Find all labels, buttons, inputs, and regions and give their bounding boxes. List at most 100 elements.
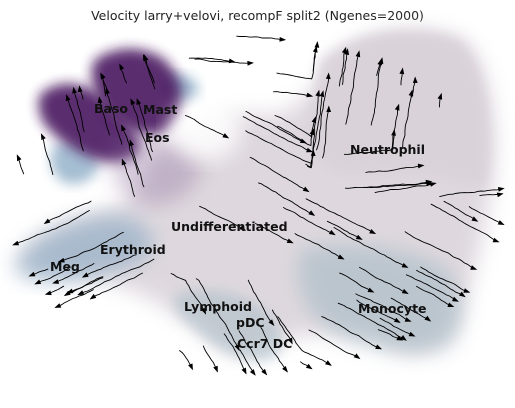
streamline — [277, 125, 314, 147]
streamline — [170, 273, 206, 314]
streamline-arrowhead — [72, 86, 77, 94]
streamline — [64, 277, 104, 296]
streamline — [379, 317, 415, 337]
streamline-arrowhead — [306, 92, 314, 98]
streamline-arrowhead — [497, 220, 505, 225]
streamline-arrowhead — [315, 89, 321, 97]
streamline-arrowhead — [121, 158, 127, 166]
streamline — [333, 227, 408, 268]
plot-title: Velocity larry+velovi, recompF split2 (N… — [91, 8, 424, 23]
streamline — [78, 258, 155, 295]
streamline-arrowhead — [63, 290, 71, 297]
streamline-arrowhead — [369, 229, 377, 234]
streamline — [390, 297, 431, 322]
streamline — [338, 47, 347, 87]
streamline-arrowhead — [54, 303, 62, 308]
streamline-arrowhead — [497, 187, 505, 192]
cluster-label-mast: Mast — [143, 102, 177, 117]
streamline — [258, 182, 315, 216]
streamline — [402, 90, 413, 149]
streamline — [359, 266, 408, 294]
streamline — [468, 206, 504, 225]
streamline-arrowhead — [77, 290, 85, 296]
streamline — [443, 200, 478, 222]
streamline-arrowhead — [143, 54, 149, 62]
streamline — [374, 182, 436, 194]
streamline-arrowhead — [213, 365, 218, 373]
cluster-label-lymphoid: Lymphoid — [184, 299, 252, 314]
streamline — [308, 329, 360, 359]
streamline — [223, 333, 247, 374]
streamline — [194, 58, 253, 64]
streamline-arrowhead — [319, 90, 325, 98]
streamline-arrowhead — [367, 287, 375, 293]
streamline — [273, 91, 313, 97]
streamline-arrowhead — [311, 116, 317, 124]
streamline — [98, 97, 110, 136]
streamline-arrowhead — [496, 192, 504, 198]
cell-cloud-monocyte — [298, 245, 463, 353]
streamline — [430, 203, 499, 243]
streamline-arrowhead — [399, 67, 405, 75]
streamline-arrowhead — [355, 234, 363, 240]
streamline — [106, 88, 123, 145]
streamline — [274, 115, 316, 138]
streamline — [416, 285, 454, 307]
streamline-arrowhead — [312, 45, 318, 53]
streamline — [184, 115, 229, 139]
streamline — [121, 125, 139, 175]
streamline-arrowhead — [326, 105, 332, 112]
streamline-arrowhead — [302, 186, 310, 193]
streamline-arrowhead — [305, 363, 313, 370]
streamline-arrowhead — [268, 319, 275, 326]
streamline — [420, 266, 470, 293]
streamline — [321, 316, 382, 350]
streamline — [339, 272, 374, 293]
cluster-labels: Baso Mast Eos Neutrophil Undifferentiate… — [50, 101, 427, 351]
streamline — [199, 205, 246, 231]
streamline-arrowhead — [222, 133, 230, 139]
streamline — [370, 58, 383, 126]
streamline-arrowhead — [286, 238, 294, 244]
streamline-arrowhead — [404, 317, 412, 322]
streamline — [283, 207, 335, 235]
streamline-arrowhead — [287, 337, 293, 345]
streamline — [316, 73, 330, 151]
streamline-arrowhead — [401, 288, 409, 294]
streamline — [35, 266, 71, 285]
streamline-arrowhead — [105, 87, 110, 95]
streamline-arrowhead — [458, 291, 466, 298]
streamline-arrowhead — [400, 335, 407, 341]
streamline-arrowhead — [247, 60, 254, 66]
cluster-label-monocyte: Monocyte — [358, 301, 427, 316]
streamline — [405, 274, 458, 302]
streamline-arrowhead — [130, 98, 136, 106]
streamline — [13, 210, 90, 246]
streamline — [365, 164, 424, 173]
cluster-label-meg: Meg — [50, 259, 80, 274]
streamline-arrowhead — [12, 240, 20, 246]
streamline-arrowhead — [314, 41, 320, 48]
streamline — [249, 156, 309, 192]
streamline-arrowhead — [16, 154, 22, 162]
streamline — [195, 278, 240, 351]
streamline — [90, 272, 143, 300]
cell-cloud-core — [170, 100, 240, 160]
streamline — [404, 231, 477, 270]
streamline-arrowhead — [425, 179, 433, 185]
streamline — [245, 110, 306, 144]
streamline — [73, 87, 85, 133]
streamline-arrowhead — [239, 225, 247, 231]
cell-cloud-mast — [91, 48, 182, 135]
streamline — [238, 330, 267, 375]
streamline — [322, 106, 330, 159]
streamline — [129, 140, 145, 188]
cluster-label-undifferentiated: Undifferentiated — [171, 219, 288, 234]
streamline-arrowhead — [353, 353, 361, 360]
streamline — [121, 159, 136, 197]
streamline-arrowhead — [201, 307, 206, 315]
streamline-arrowhead — [119, 63, 125, 71]
streamline — [82, 254, 137, 278]
streamline-arrowhead — [136, 98, 142, 105]
streamline-arrowhead — [188, 363, 193, 371]
